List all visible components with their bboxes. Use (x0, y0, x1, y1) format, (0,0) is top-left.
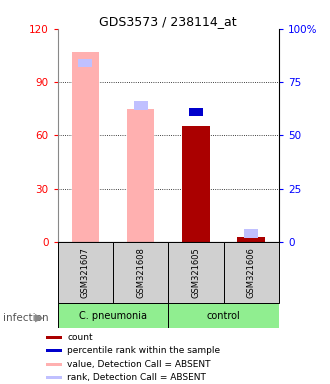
Bar (189, 108, 203, 116)
Text: count: count (67, 333, 93, 342)
Bar (134, 101, 148, 110)
Title: GDS3573 / 238114_at: GDS3573 / 238114_at (99, 15, 237, 28)
Bar (182, 126, 210, 242)
Bar (79, 59, 92, 67)
Bar (244, 229, 258, 238)
Text: value, Detection Call = ABSENT: value, Detection Call = ABSENT (67, 360, 211, 369)
Text: control: control (207, 311, 241, 321)
FancyBboxPatch shape (168, 303, 279, 328)
Text: GSM321607: GSM321607 (81, 247, 90, 298)
Text: GSM321606: GSM321606 (247, 247, 256, 298)
Text: GSM321608: GSM321608 (136, 247, 145, 298)
Bar (46, 336, 62, 339)
FancyBboxPatch shape (113, 242, 168, 303)
Text: ▶: ▶ (35, 313, 43, 323)
Bar (46, 362, 62, 366)
Bar (237, 237, 265, 242)
FancyBboxPatch shape (58, 303, 168, 328)
Bar (46, 349, 62, 353)
Text: rank, Detection Call = ABSENT: rank, Detection Call = ABSENT (67, 373, 206, 382)
Text: percentile rank within the sample: percentile rank within the sample (67, 346, 220, 355)
Bar (127, 109, 154, 242)
Bar (72, 52, 99, 242)
Text: GSM321605: GSM321605 (191, 247, 200, 298)
FancyBboxPatch shape (58, 242, 113, 303)
Text: infection: infection (3, 313, 49, 323)
Text: C. pneumonia: C. pneumonia (79, 311, 147, 321)
Bar (46, 376, 62, 379)
FancyBboxPatch shape (168, 242, 223, 303)
FancyBboxPatch shape (223, 242, 279, 303)
